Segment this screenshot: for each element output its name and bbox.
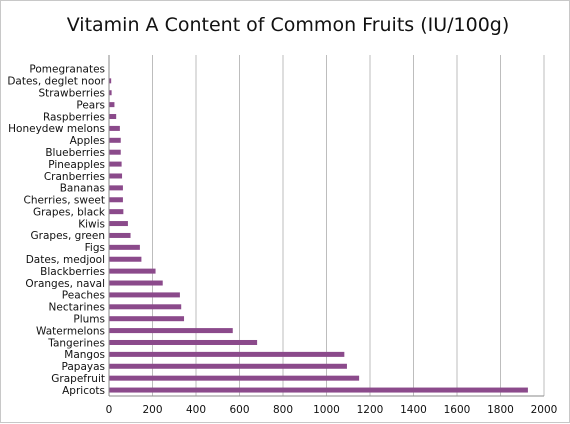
category-label: Dates, deglet noor [7,76,105,88]
category-label: Grapefruit [51,373,105,385]
category-label: Peaches [62,290,105,302]
chart-title: Vitamin A Content of Common Fruits (IU/1… [67,14,510,36]
category-label: Strawberries [38,88,105,100]
bar [109,280,163,286]
bar [109,244,140,250]
x-tick-label: 400 [186,404,206,416]
x-tick-label: 800 [273,404,293,416]
bar [109,316,185,322]
bar [109,114,117,120]
bar [109,221,128,227]
x-tick-label: 1000 [313,404,340,416]
category-label: Plums [73,313,105,325]
bar [109,185,123,191]
category-label: Kiwis [78,218,105,230]
x-tick-label: 0 [106,404,113,416]
bar [109,363,347,369]
bar [109,209,124,215]
bar [109,328,233,334]
bar [109,90,112,96]
bar [109,232,131,238]
bar [109,339,258,345]
axes [108,55,544,397]
bar [109,125,120,131]
category-label: Raspberries [43,111,105,123]
x-tick-label: 2000 [531,404,558,416]
category-label: Cherries, sweet [23,195,105,207]
category-label: Mangos [64,349,105,361]
category-label: Papayas [61,361,105,373]
category-label: Pomegranates [29,64,105,76]
category-label: Cranberries [44,171,105,183]
bar [109,292,180,298]
x-tick-label: 1600 [444,404,471,416]
category-label: Pears [76,99,105,111]
category-label: Bananas [60,183,105,195]
x-tick-label: 1200 [357,404,384,416]
category-label: Watermelons [36,325,105,337]
gridlines [152,55,545,396]
category-label: Blackberries [40,266,105,278]
x-tick-label: 1400 [400,404,427,416]
category-label: Grapes, green [31,230,105,242]
bars [109,78,528,393]
bar [109,161,122,167]
bar [109,351,345,357]
category-label: Blueberries [45,147,105,159]
bar [109,102,115,108]
category-label: Apricots [62,385,105,397]
category-label: Figs [85,242,105,254]
bar [109,268,156,274]
x-tick-label: 600 [229,404,249,416]
category-label: Nectarines [49,302,105,314]
bar [109,304,182,310]
category-label: Pineapples [48,159,105,171]
bar [109,375,360,381]
x-tick-label: 1800 [487,404,514,416]
bar [109,387,528,393]
x-tick-labels: 0 200 400 600 800 1000 1200 1400 1600 1800 2000 [106,404,558,416]
category-label: Oranges, naval [25,278,105,290]
category-label: Grapes, black [33,206,106,218]
category-label: Honeydew melons [8,123,105,135]
category-label: Tangerines [47,337,105,349]
bar [109,149,121,155]
bar [109,197,123,203]
x-tick-label: 200 [142,404,162,416]
bar [109,78,112,84]
category-label: Apples [70,135,105,147]
bar [109,256,142,262]
bar [109,137,121,143]
category-label: Dates, medjool [26,254,105,266]
bar [109,173,123,179]
